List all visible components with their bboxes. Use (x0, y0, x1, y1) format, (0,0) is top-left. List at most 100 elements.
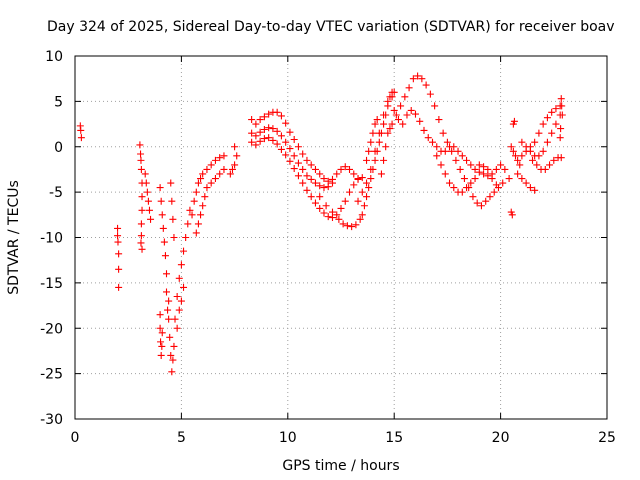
data-point (511, 152, 519, 160)
data-point (161, 252, 169, 260)
data-point (265, 124, 273, 132)
data-point (509, 147, 517, 155)
data-point (290, 152, 298, 160)
data-point (556, 134, 564, 142)
data-point (548, 108, 556, 116)
data-point (216, 170, 224, 178)
data-point (399, 120, 407, 128)
data-point (488, 175, 496, 183)
data-point (167, 179, 175, 187)
data-point (207, 161, 215, 169)
data-point (311, 165, 319, 173)
data-point (557, 154, 565, 162)
data-point (529, 156, 537, 164)
data-point (322, 202, 330, 210)
data-point (137, 150, 145, 158)
x-tick-label: 15 (385, 430, 403, 446)
data-point (531, 138, 539, 146)
data-point (294, 143, 302, 151)
data-point (522, 179, 530, 187)
data-point (375, 129, 383, 137)
data-point (157, 338, 165, 346)
data-point (203, 165, 211, 173)
data-point (463, 156, 471, 164)
data-point (171, 315, 179, 323)
data-point (392, 111, 400, 119)
data-point (535, 129, 543, 137)
data-point (354, 197, 362, 205)
data-point (341, 197, 349, 205)
data-point (299, 150, 307, 158)
data-point (409, 75, 417, 83)
data-point (363, 193, 371, 201)
data-point (273, 127, 281, 135)
data-point (316, 182, 324, 190)
data-point (290, 165, 298, 173)
data-point (167, 351, 175, 359)
data-point (454, 147, 462, 155)
data-point (277, 112, 285, 120)
data-point (543, 114, 551, 122)
data-point (358, 211, 366, 219)
y-tick-label: -15 (40, 276, 63, 292)
data-point (557, 95, 565, 103)
data-point (199, 170, 207, 178)
data-point (384, 97, 392, 105)
data-point (450, 184, 458, 192)
data-point (163, 288, 171, 296)
data-point (143, 188, 151, 196)
data-point (252, 141, 260, 149)
data-point (248, 138, 256, 146)
data-point (328, 179, 336, 187)
data-point (377, 170, 385, 178)
data-point (452, 156, 460, 164)
data-point (346, 165, 354, 173)
data-point (335, 215, 343, 223)
x-tick-label: 20 (492, 430, 510, 446)
data-point (248, 116, 256, 124)
data-point (180, 247, 188, 255)
data-point (286, 157, 294, 165)
data-point (165, 297, 173, 305)
x-tick-label: 25 (598, 430, 616, 446)
data-point (145, 206, 153, 214)
data-point (177, 261, 185, 269)
data-point (260, 135, 268, 143)
data-point (367, 175, 375, 183)
data-point (352, 221, 360, 229)
data-point (175, 274, 183, 282)
data-point (199, 202, 207, 210)
data-point (220, 152, 228, 160)
data-point (142, 179, 150, 187)
y-tick-label: -20 (40, 321, 63, 337)
data-point (531, 186, 539, 194)
data-point (156, 184, 164, 192)
data-point (137, 156, 145, 164)
data-point (269, 125, 277, 133)
data-point (248, 129, 256, 137)
chart-title: Day 324 of 2025, Sidereal Day-to-day VTE… (47, 19, 615, 35)
data-point (360, 202, 368, 210)
data-point (433, 152, 441, 160)
data-point (371, 120, 379, 128)
data-point (277, 145, 285, 153)
data-point (416, 117, 424, 125)
data-point (328, 208, 336, 216)
data-point (216, 154, 224, 162)
data-point (211, 175, 219, 183)
data-point (490, 188, 498, 196)
data-point (159, 224, 167, 232)
data-point (518, 175, 526, 183)
data-point (552, 105, 560, 113)
data-point (282, 138, 290, 146)
data-point (343, 222, 351, 230)
data-point (380, 120, 388, 128)
data-point (535, 152, 543, 160)
data-point (469, 193, 477, 201)
plot-frame (74, 55, 608, 420)
data-point (156, 324, 164, 332)
data-point (138, 206, 146, 214)
data-point (350, 170, 358, 178)
data-point (137, 165, 145, 173)
